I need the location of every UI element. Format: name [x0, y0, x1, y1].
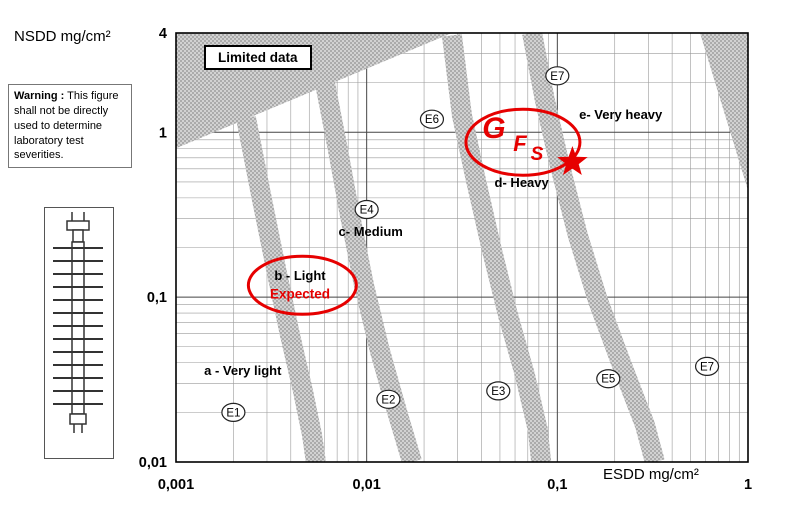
x-tick-labels: 0,001 0,01 0,1 1 — [158, 477, 752, 493]
y-tick-labels: 0,01 0,1 1 4 — [139, 26, 167, 471]
red-annotations: Expected G F S — [246, 107, 588, 316]
plot-border — [175, 32, 749, 463]
site-label: E3 — [491, 386, 505, 398]
y-tick-label: 1 — [159, 125, 167, 141]
site-label: E7 — [700, 361, 714, 373]
y-axis-title: NSDD mg/cm² — [14, 28, 111, 45]
x-tick-label: 1 — [744, 477, 752, 493]
star-marker — [557, 146, 588, 175]
zone-label: b - Light — [274, 268, 326, 283]
x-tick-label: 0,01 — [353, 477, 381, 493]
site-label: E4 — [360, 205, 375, 217]
warning-label: Warning : — [14, 90, 65, 102]
zone-label: d- Heavy — [495, 175, 550, 190]
zone-labels: a - Very light b - Light c- Medium d- Heavy… — [204, 107, 663, 378]
site-marker — [376, 389, 401, 409]
x-axis-title: ESDD mg/cm² — [603, 466, 699, 483]
warning-text: This figure shall not be directly used t… — [14, 90, 119, 162]
zone-label: a - Very light — [204, 363, 282, 378]
class-boundary-band — [314, 78, 422, 462]
expected-label: Expected — [270, 286, 330, 301]
y-tick-label: 4 — [159, 26, 167, 42]
y-tick-label: 0,1 — [147, 290, 167, 306]
expected-ellipse — [246, 254, 358, 316]
insulator-icon — [53, 212, 103, 433]
site-markers: E1 E2 E3 E4 E5 E6 E7 E7 — [221, 66, 720, 422]
site-marker — [694, 356, 720, 377]
zone-label: c- Medium — [339, 224, 403, 239]
limited-data-label: Limited data — [204, 45, 312, 70]
site-label: E6 — [425, 114, 439, 126]
x-tick-label: 0,001 — [158, 477, 194, 493]
site-label: E5 — [601, 374, 615, 386]
site-marker — [486, 381, 511, 401]
limited-data-region — [699, 33, 748, 191]
site-marker — [354, 199, 379, 220]
site-label: E2 — [381, 394, 395, 406]
insulator-drawing — [44, 207, 114, 459]
site-marker — [596, 369, 621, 389]
class-boundary-band — [236, 116, 326, 462]
site-label: E7 — [550, 71, 564, 83]
class-boundary-band — [441, 34, 552, 462]
site-marker — [221, 402, 246, 422]
gfs-logo-letter: G — [482, 112, 505, 145]
zone-label: e- Very heavy — [579, 107, 663, 122]
x-tick-label: 0,1 — [547, 477, 567, 493]
y-tick-label: 0,01 — [139, 455, 167, 471]
warning-note: Warning : This figure shall not be direc… — [8, 84, 132, 169]
gfs-logo-letter: S — [531, 144, 544, 165]
gfs-logo-letter: F — [513, 131, 527, 156]
gfs-ellipse — [464, 107, 582, 177]
site-marker — [419, 109, 445, 129]
site-marker — [545, 66, 570, 86]
site-label: E1 — [226, 407, 240, 419]
